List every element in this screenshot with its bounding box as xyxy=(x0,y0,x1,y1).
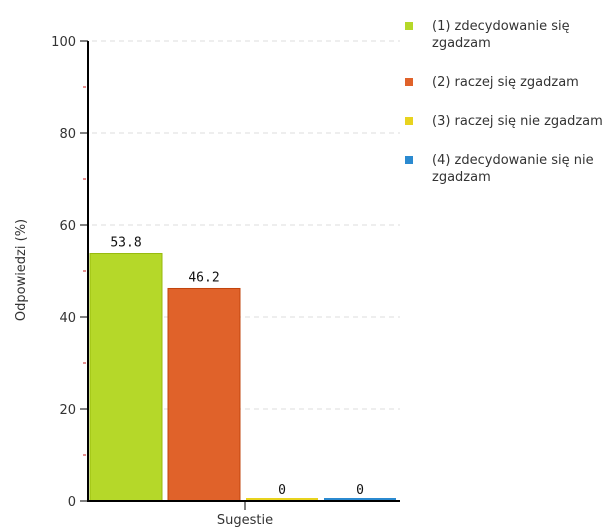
legend-item: (1) zdecydowanie się zgadzam xyxy=(402,18,612,52)
y-axis-title: Odpowiedzi (%) xyxy=(14,219,29,321)
y-tick-label: 60 xyxy=(59,219,76,234)
legend-item: (4) zdecydowanie się nie zgadzam xyxy=(402,152,612,186)
bars xyxy=(89,253,396,502)
bar xyxy=(167,287,241,502)
y-tick-label: 40 xyxy=(59,311,76,326)
x-axis-category-label: Sugestie xyxy=(217,513,273,528)
y-axis-ticks: 0 20 40 60 80 100 xyxy=(51,35,88,510)
legend-label: (4) zdecydowanie się nie zgadzam xyxy=(432,153,594,185)
gridlines xyxy=(92,40,400,410)
data-labels: 53.8 46.2 0 0 xyxy=(110,236,364,498)
legend-item: (2) raczej się zgadzam xyxy=(402,74,612,91)
y-tick-label: 20 xyxy=(59,403,76,418)
legend-swatch xyxy=(405,22,413,30)
legend-swatch xyxy=(405,156,413,164)
bar xyxy=(324,498,396,501)
data-label: 0 xyxy=(356,483,364,498)
legend-label: (3) raczej się nie zgadzam xyxy=(432,114,603,129)
legend-swatch xyxy=(405,117,413,125)
data-label: 46.2 xyxy=(188,270,219,285)
legend-swatch xyxy=(405,78,413,86)
y-tick-label: 80 xyxy=(59,127,76,142)
legend-item: (3) raczej się nie zgadzam xyxy=(402,113,612,130)
axes xyxy=(87,41,400,510)
y-tick-label: 0 xyxy=(68,495,76,510)
data-label: 0 xyxy=(278,483,286,498)
legend: (1) zdecydowanie się zgadzam (2) raczej s… xyxy=(402,18,612,208)
bar xyxy=(89,253,163,502)
chart: 0 20 40 60 80 100 53.8 46.2 0 0 Odpowiedzi (%) S… xyxy=(14,35,400,528)
y-tick-label: 100 xyxy=(51,35,76,50)
data-label: 53.8 xyxy=(110,236,141,251)
legend-label: (2) raczej się zgadzam xyxy=(432,75,579,90)
legend-label: (1) zdecydowanie się zgadzam xyxy=(432,19,570,51)
bar xyxy=(246,498,318,501)
